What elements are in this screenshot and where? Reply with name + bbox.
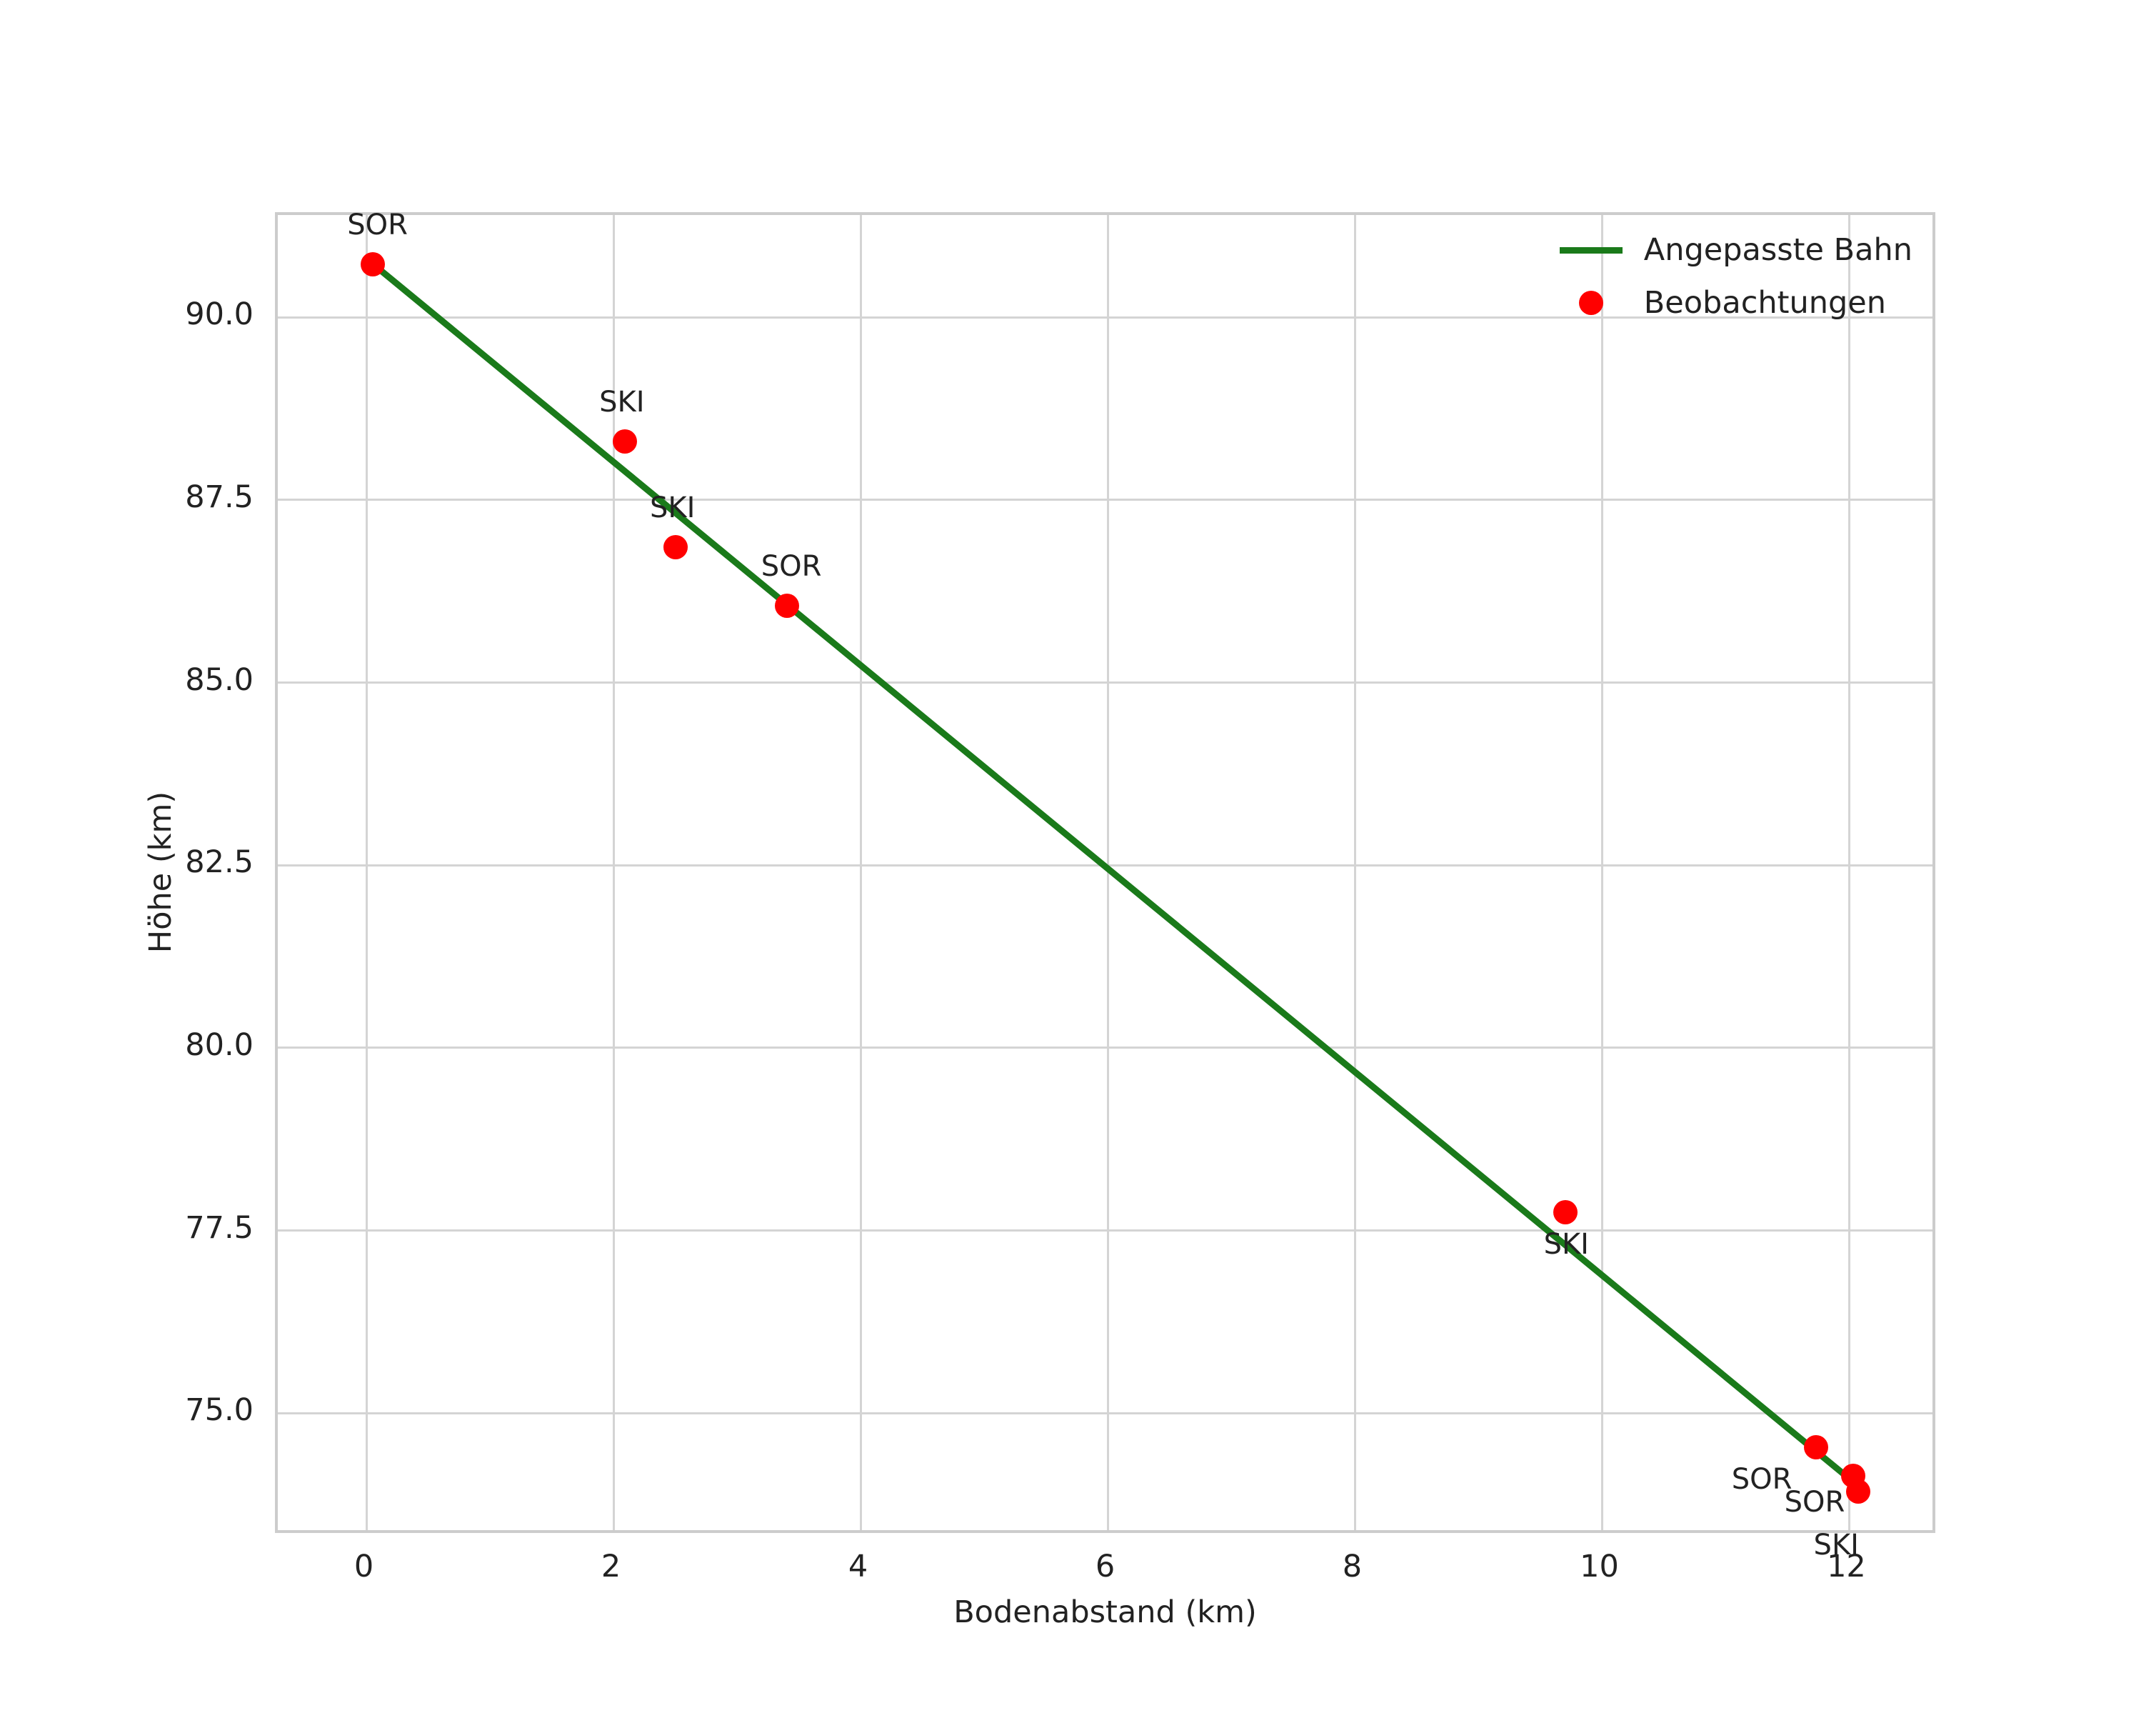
y-tick-label-75.0: 75.0 bbox=[185, 1392, 254, 1429]
gridline-vertical-2 bbox=[613, 215, 616, 1530]
gridline-horizontal-85.0 bbox=[278, 681, 1932, 684]
gridline-vertical-10 bbox=[1600, 215, 1603, 1530]
x-tick-label-12: 12 bbox=[1827, 1549, 1866, 1584]
x-tick-label-8: 8 bbox=[1342, 1549, 1363, 1584]
gridline-vertical-0 bbox=[366, 215, 368, 1530]
gridline-horizontal-87.5 bbox=[278, 499, 1932, 501]
legend-line-icon bbox=[1559, 246, 1623, 254]
gridline-horizontal-80.0 bbox=[278, 1047, 1932, 1049]
point-label-ski-4: SKI bbox=[1543, 1227, 1589, 1261]
point-label-ski-2: SKI bbox=[650, 491, 696, 525]
fitted-trajectory-line bbox=[369, 260, 1860, 1488]
y-tick-label-82.5: 82.5 bbox=[185, 844, 254, 881]
observation-point-sor-5[interactable] bbox=[1803, 1435, 1828, 1460]
x-axis-title: Bodenabstand (km) bbox=[953, 1594, 1257, 1630]
plot-area: SOR SKI SKI SOR SKI SOR SOR SKI Angepasste Bahn… bbox=[275, 209, 1935, 1562]
gridline-horizontal-77.5 bbox=[278, 1229, 1932, 1232]
y-tick-label-85.0: 85.0 bbox=[185, 661, 254, 698]
x-tick-label-2: 2 bbox=[601, 1549, 621, 1584]
chart-legend: Angepasste Bahn Beobachtungen bbox=[1550, 228, 1920, 328]
x-tick-label-10: 10 bbox=[1580, 1549, 1619, 1584]
legend-item-2[interactable]: Beobachtungen bbox=[1557, 285, 1912, 321]
observation-point-sor-3[interactable] bbox=[774, 594, 799, 619]
data-svg bbox=[369, 260, 1860, 1488]
point-label-ski-1: SKI bbox=[599, 386, 645, 419]
observation-point-ski-1[interactable] bbox=[613, 429, 638, 454]
point-label-ski-7: SKI bbox=[1813, 1528, 1859, 1562]
gridline-horizontal-90.0 bbox=[278, 316, 1932, 319]
gridline-vertical-8 bbox=[1353, 215, 1356, 1530]
gridline-vertical-12 bbox=[1847, 215, 1850, 1530]
y-tick-label-80.0: 80.0 bbox=[185, 1027, 254, 1063]
gridline-horizontal-75.0 bbox=[278, 1412, 1932, 1414]
legend-swatch-wrap-2 bbox=[1557, 289, 1625, 317]
y-tick-label-90.0: 90.0 bbox=[185, 296, 254, 333]
point-label-sor-5: SOR bbox=[1731, 1463, 1793, 1497]
x-tick-label-0: 0 bbox=[354, 1549, 374, 1584]
x-tick-label-4: 4 bbox=[848, 1549, 868, 1584]
point-label-sor-6: SOR bbox=[1784, 1486, 1845, 1519]
point-label-sor-0: SOR bbox=[347, 208, 408, 241]
observation-point-ski-7[interactable] bbox=[1845, 1479, 1870, 1504]
y-tick-label-77.5: 77.5 bbox=[185, 1209, 254, 1246]
x-tick-label-6: 6 bbox=[1095, 1549, 1115, 1584]
legend-label-2: Beobachtungen bbox=[1643, 285, 1886, 321]
legend-item-1[interactable]: Angepasste Bahn bbox=[1557, 232, 1912, 268]
observation-point-ski-2[interactable] bbox=[663, 535, 688, 560]
gridline-vertical-4 bbox=[860, 215, 863, 1530]
point-markers-and-labels: SOR SKI SKI SOR SKI SOR SOR SKI bbox=[278, 209, 1932, 1562]
observation-point-sor-0[interactable] bbox=[361, 251, 386, 276]
y-tick-label-87.5: 87.5 bbox=[185, 479, 254, 515]
legend-label-1: Angepasste Bahn bbox=[1643, 232, 1912, 268]
point-label-sor-3: SOR bbox=[761, 550, 822, 584]
legend-dot-icon bbox=[1578, 291, 1603, 315]
observation-point-ski-4[interactable] bbox=[1553, 1199, 1578, 1224]
legend-swatch-wrap-1 bbox=[1557, 236, 1625, 264]
